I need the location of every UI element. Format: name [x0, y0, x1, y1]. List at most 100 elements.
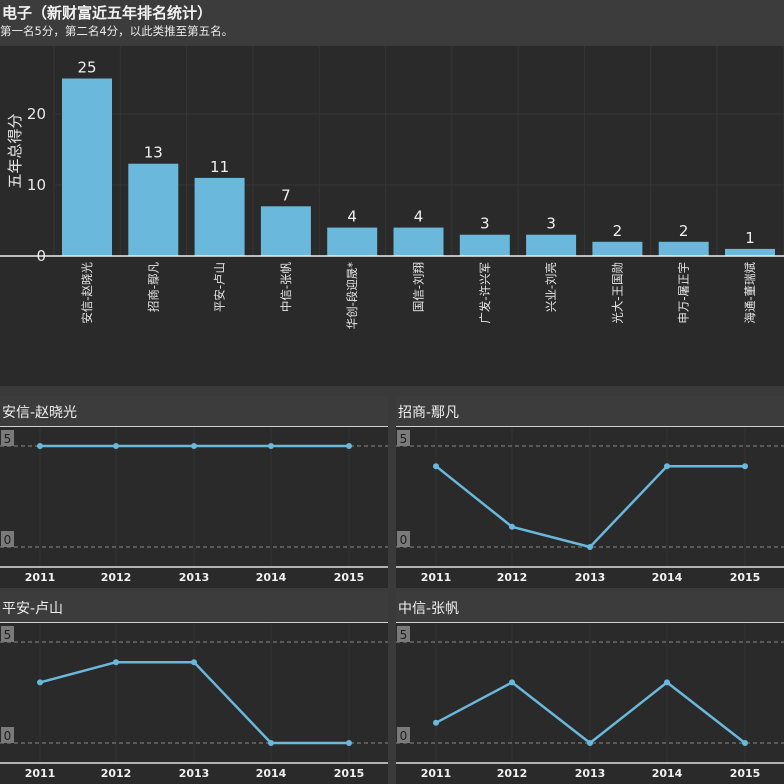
x-tick-label: 2015	[730, 767, 761, 780]
x-tick-label: 2015	[730, 571, 761, 584]
x-tick-label: 2013	[575, 571, 606, 584]
data-label: 1	[745, 229, 755, 247]
bar	[260, 206, 311, 256]
category-label: 华创-段迎晟*	[345, 262, 359, 330]
bar	[526, 234, 577, 256]
data-label: 2	[613, 222, 623, 240]
y-tick-label: 10	[27, 176, 46, 194]
panel-header: 中信-张帆	[396, 592, 784, 622]
chart-subtitle: 第一名5分，第二名4分，以此类推至第五名。	[0, 24, 234, 38]
panel-title: 安信-赵晓光	[2, 405, 78, 421]
category-label: 海通-董瑞斌	[743, 262, 757, 324]
y-tick-badge	[1, 626, 14, 642]
x-tick-label: 2011	[421, 571, 452, 584]
y-tick-label: 5	[400, 432, 408, 446]
y-tick-badge	[397, 531, 410, 547]
data-point	[587, 544, 593, 550]
header: 电子（新财富近五年排名统计） 第一名5分，第二名4分，以此类推至第五名。	[0, 0, 784, 44]
x-tick-label: 2014	[652, 571, 683, 584]
data-label: 7	[281, 186, 291, 204]
x-tick-label: 2011	[421, 767, 452, 780]
data-label: 25	[77, 59, 96, 77]
category-label: 平安-卢山	[213, 262, 227, 312]
x-tick-label: 2014	[256, 767, 287, 780]
x-tick-label: 2013	[179, 767, 210, 780]
data-label: 3	[546, 215, 556, 233]
y-tick-badge	[397, 626, 410, 642]
y-tick-label: 5	[400, 628, 408, 642]
bar	[725, 248, 775, 256]
y-tick-badge	[1, 430, 14, 446]
data-point	[742, 463, 748, 470]
panel-header: 平安-卢山	[0, 592, 388, 622]
data-label: 11	[210, 158, 229, 176]
x-tick-label: 2012	[497, 767, 528, 780]
category-label: 申万-屠正宇	[677, 262, 691, 324]
data-point	[268, 740, 274, 746]
data-point	[346, 443, 352, 449]
data-point	[37, 679, 43, 686]
y-axis-label: 五年总得分	[6, 113, 24, 188]
data-label: 3	[480, 215, 490, 233]
line-panel-1: 安信-赵晓光 0 5 2011 2012 2013 2014 2015	[0, 396, 388, 588]
bar-chart-panel: 0 10 20 五年总得分 25 安信-赵晓光 13 招商-鄢凡 11 平安-卢山 7 中信-张帆 4 华…	[0, 46, 784, 386]
y-tick-label: 5	[4, 432, 12, 446]
y-tick-label: 5	[4, 628, 12, 642]
data-point	[191, 443, 197, 449]
bar	[658, 241, 709, 256]
y-tick-label: 0	[400, 729, 408, 743]
category-label: 中信-张帆	[279, 262, 293, 313]
data-point	[433, 463, 439, 470]
x-axis-band	[396, 764, 784, 784]
line-chart: 0 5 2011 2012 2013 2014 2015	[0, 426, 388, 588]
data-point	[433, 719, 439, 726]
data-label: 13	[144, 144, 163, 162]
bar	[592, 241, 643, 256]
y-tick-label: 0	[400, 533, 408, 547]
category-label: 安信-赵晓光	[80, 262, 94, 324]
y-tick-label: 0	[4, 729, 12, 743]
data-label: 4	[347, 208, 357, 226]
divider	[0, 386, 784, 396]
y-tick-badge	[397, 727, 410, 743]
data-label: 4	[414, 208, 424, 226]
data-point	[268, 443, 274, 449]
panel-title: 中信-张帆	[398, 601, 460, 617]
category-label: 兴业-刘亮	[544, 262, 558, 312]
line-panel-2: 招商-鄢凡 0 5 2011 2012 2013 2014 2015	[396, 396, 784, 588]
panel-title: 招商-鄢凡	[398, 405, 460, 421]
data-point	[664, 679, 670, 686]
data-point	[742, 740, 748, 746]
line-panel-3: 平安-卢山 0 5 2011 2012 2013 2014 2015	[0, 592, 388, 784]
x-tick-label: 2014	[256, 571, 287, 584]
data-label: 2	[679, 222, 689, 240]
x-tick-label: 2014	[652, 767, 683, 780]
x-tick-label: 2013	[179, 571, 210, 584]
data-point	[509, 523, 515, 530]
line-chart: 0 5 2011 2012 2013 2014 2015	[396, 622, 784, 784]
y-tick-label: 20	[27, 105, 46, 123]
bar	[62, 78, 112, 256]
data-point	[664, 463, 670, 470]
category-label: 光大-王国勋	[610, 262, 624, 324]
panel-header: 安信-赵晓光	[0, 396, 388, 426]
y-tick-badge	[397, 430, 410, 446]
panel-title: 平安-卢山	[2, 601, 64, 617]
data-point	[509, 679, 515, 686]
x-tick-label: 2015	[334, 571, 365, 584]
line-chart: 0 5 2011 2012 2013 2014 2015	[396, 426, 784, 588]
bar	[393, 227, 444, 256]
y-tick-badge	[1, 727, 14, 743]
y-tick-label: 0	[4, 533, 12, 547]
data-point	[113, 443, 119, 449]
x-tick-label: 2012	[497, 571, 528, 584]
data-point	[113, 659, 119, 666]
data-point	[587, 740, 593, 746]
bar	[459, 234, 510, 256]
bar	[327, 227, 378, 256]
panel-header: 招商-鄢凡	[396, 396, 784, 426]
x-tick-label: 2011	[25, 571, 56, 584]
x-tick-label: 2013	[575, 767, 606, 780]
data-point	[191, 659, 197, 666]
category-label: 广发-许兴军	[478, 262, 492, 324]
